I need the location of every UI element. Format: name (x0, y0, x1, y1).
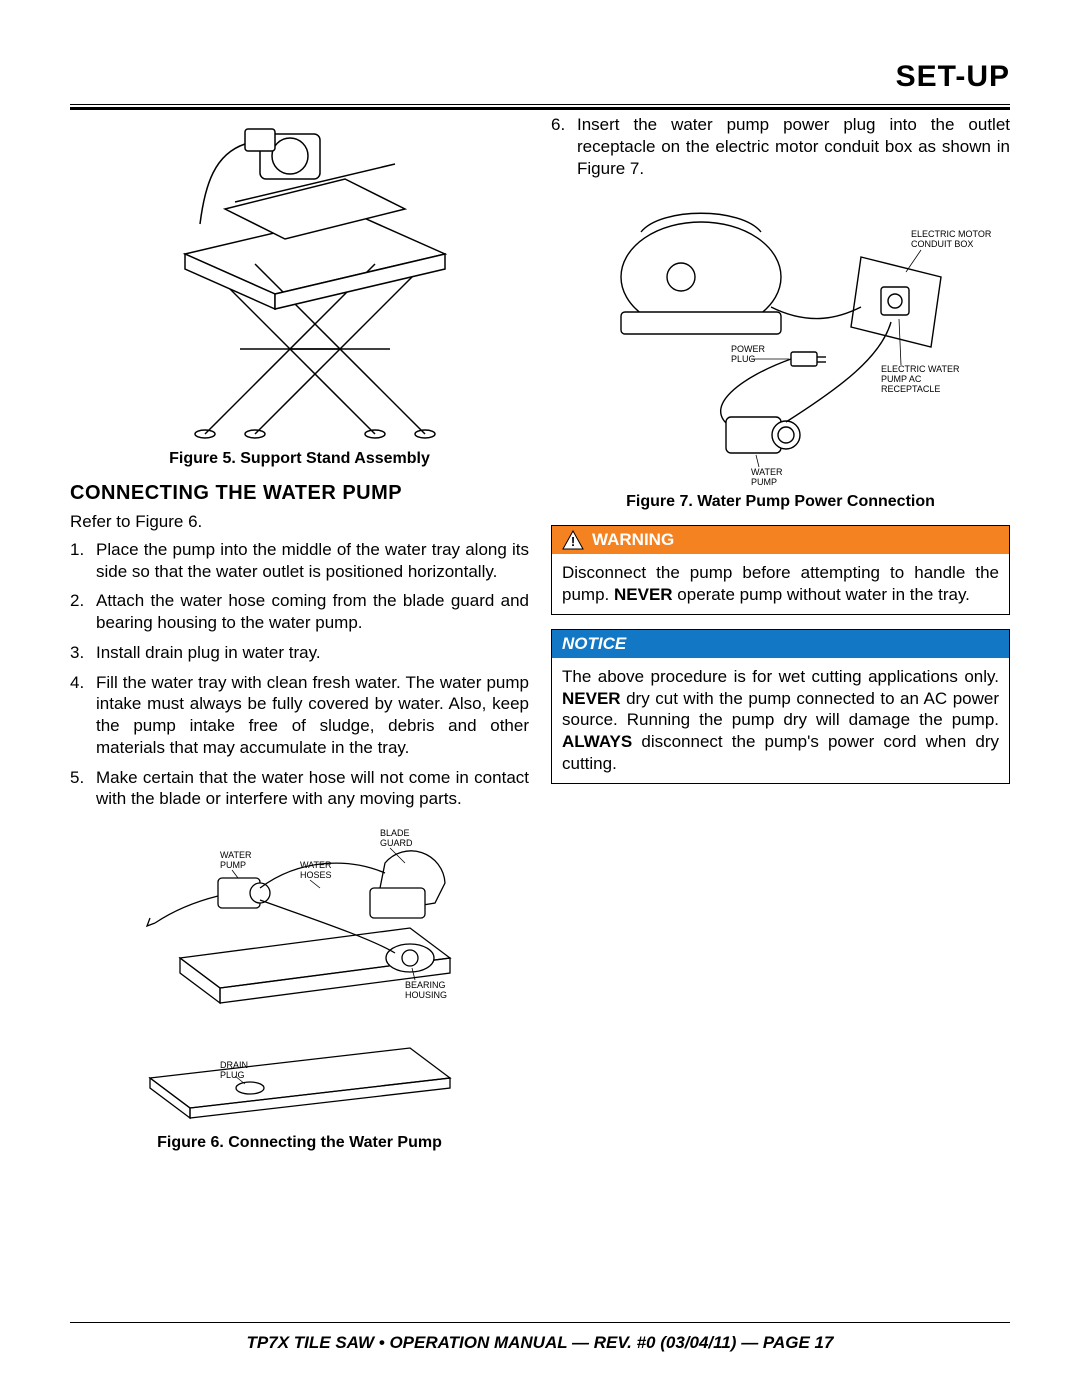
figure-5: Figure 5. Support Stand Assembly (70, 114, 529, 468)
figure-5-caption: Figure 5. Support Stand Assembly (70, 450, 529, 468)
svg-text:PUMP: PUMP (220, 860, 246, 870)
notice-header-text: NOTICE (562, 634, 626, 654)
steps-list: Place the pump into the middle of the wa… (70, 539, 529, 810)
header-rule (70, 104, 1010, 110)
warning-icon: ! (562, 530, 584, 550)
figure-6-caption: Figure 6. Connecting the Water Pump (70, 1134, 529, 1152)
svg-text:GUARD: GUARD (380, 838, 413, 848)
page-title: SET-UP (70, 60, 1010, 94)
right-column: Insert the water pump power plug into th… (551, 114, 1010, 1166)
figure-7-caption: Figure 7. Water Pump Power Connection (551, 493, 1010, 511)
notice-callout: NOTICE The above procedure is for wet cu… (551, 629, 1010, 784)
label-receptacle: ELECTRIC WATER (881, 364, 960, 374)
step-2: Attach the water hose coming from the bl… (70, 590, 529, 634)
label-conduit-box: ELECTRIC MOTOR (911, 229, 992, 239)
svg-text:RECEPTACLE: RECEPTACLE (881, 384, 940, 394)
step-5: Make certain that the water hose will no… (70, 767, 529, 811)
footer-rule (70, 1322, 1010, 1323)
label-power-plug: POWER (731, 344, 766, 354)
svg-text:PLUG: PLUG (220, 1070, 245, 1080)
svg-text:PUMP AC: PUMP AC (881, 374, 922, 384)
left-column: Figure 5. Support Stand Assembly CONNECT… (70, 114, 529, 1166)
label-water-hoses: WATER (300, 860, 332, 870)
section-heading: CONNECTING THE WATER PUMP (70, 482, 529, 505)
figure-7-illustration: ELECTRIC MOTOR CONDUIT BOX POWER PLUG EL… (561, 187, 1001, 487)
warning-header: ! WARNING (552, 526, 1009, 554)
step-6: Insert the water pump power plug into th… (551, 114, 1010, 179)
steps-list-continued: Insert the water pump power plug into th… (551, 114, 1010, 179)
svg-text:HOUSING: HOUSING (405, 990, 447, 1000)
notice-header: NOTICE (552, 630, 1009, 658)
label-bearing-housing: BEARING (405, 980, 446, 990)
svg-text:PUMP: PUMP (751, 477, 777, 487)
warning-callout: ! WARNING Disconnect the pump before att… (551, 525, 1010, 615)
page-footer: TP7X TILE SAW • OPERATION MANUAL — REV. … (70, 1322, 1010, 1353)
intro-text: Refer to Figure 6. (70, 511, 529, 533)
footer-text: TP7X TILE SAW • OPERATION MANUAL — REV. … (70, 1333, 1010, 1353)
svg-text:CONDUIT BOX: CONDUIT BOX (911, 239, 973, 249)
content-columns: Figure 5. Support Stand Assembly CONNECT… (70, 114, 1010, 1166)
label-blade-guard: BLADE (380, 828, 410, 838)
figure-6-illustration: WATER PUMP WATER HOSES BLADE GUARD BEARI… (110, 818, 490, 1128)
warning-header-text: WARNING (592, 530, 674, 550)
step-1: Place the pump into the middle of the wa… (70, 539, 529, 583)
label-water-pump-2: WATER (751, 467, 783, 477)
label-drain-plug: DRAIN (220, 1060, 248, 1070)
step-3: Install drain plug in water tray. (70, 642, 529, 664)
figure-7: ELECTRIC MOTOR CONDUIT BOX POWER PLUG EL… (551, 187, 1010, 511)
svg-text:HOSES: HOSES (300, 870, 332, 880)
label-water-pump: WATER (220, 850, 252, 860)
figure-5-illustration (145, 114, 455, 444)
svg-text:!: ! (571, 534, 575, 549)
warning-body: Disconnect the pump before attempting to… (552, 554, 1009, 614)
step-4: Fill the water tray with clean fresh wat… (70, 672, 529, 759)
figure-6: WATER PUMP WATER HOSES BLADE GUARD BEARI… (70, 818, 529, 1152)
notice-body: The above procedure is for wet cutting a… (552, 658, 1009, 783)
